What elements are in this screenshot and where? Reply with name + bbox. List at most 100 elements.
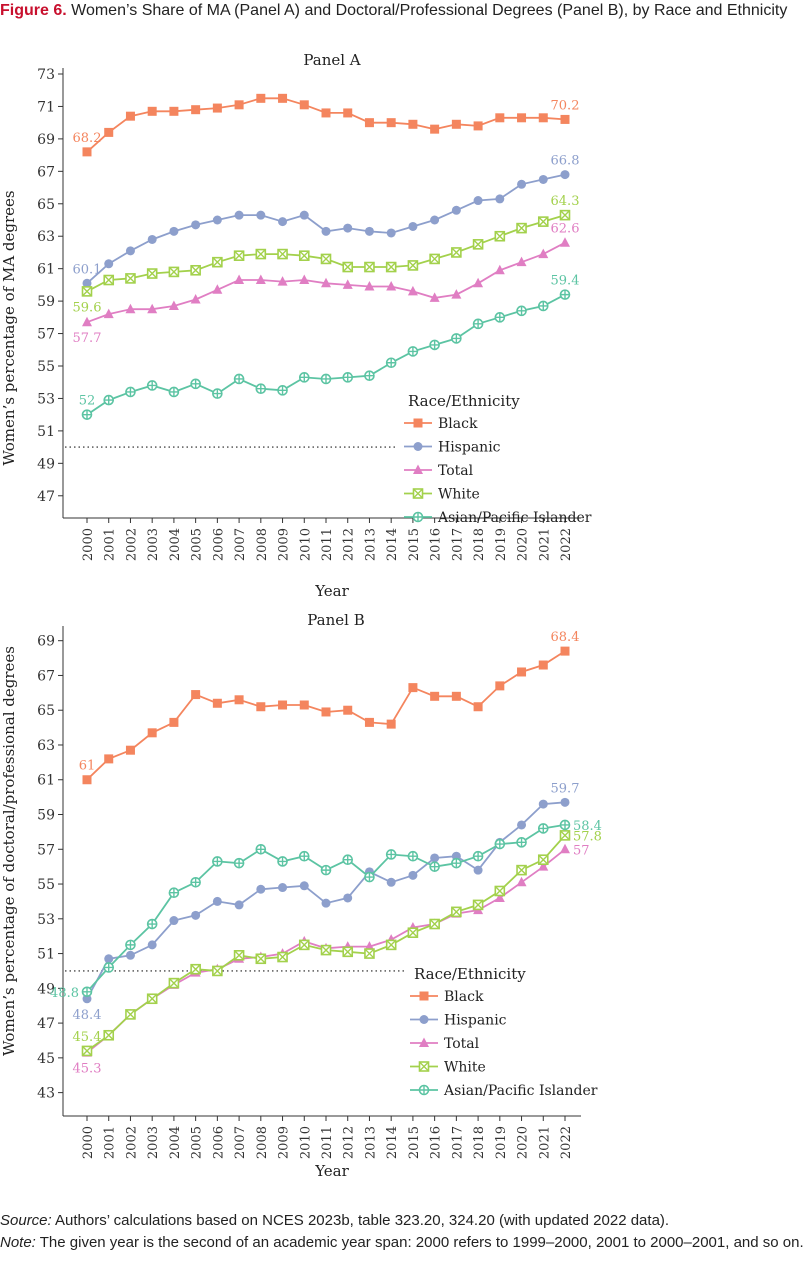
panel-a-point-asian-pacific-islander (168, 386, 180, 398)
panel-a-point-hispanic (451, 205, 461, 215)
panel-a-series-total (82, 237, 570, 327)
panel-b-point-white (494, 885, 506, 897)
panel-b-x-tick-label: 2006 (211, 1126, 226, 1159)
panel-b-point-hispanic (125, 950, 135, 960)
panel-b-point-black (321, 707, 331, 717)
panel-a-point-white (233, 250, 245, 261)
panel-a-legend: Race/Ethnicity Black Hispanic Total White Asi… (404, 392, 592, 526)
panel-a-point-hispanic (560, 170, 570, 180)
panel-b-point-black (495, 681, 505, 691)
panel-b-point-black (147, 728, 157, 738)
panel-b-point-hispanic (560, 797, 570, 807)
panel-a-x-tick-label: 2015 (407, 528, 422, 561)
panel-a-x-tick-label: 2013 (363, 528, 378, 561)
panel-a-x-tick-label: 2021 (537, 528, 552, 561)
panel-a-point-black (560, 114, 570, 124)
panel-a-point-asian-pacific-islander (364, 370, 375, 382)
panel-b-y-tick-label: 51 (37, 947, 55, 963)
panel-a-point-total (538, 248, 549, 259)
panel-a-point-black (517, 113, 527, 123)
panel-b-point-total (560, 843, 570, 854)
panel-a-x-tick-label: 2020 (516, 528, 531, 561)
panel-a-line-black (86, 97, 566, 153)
panel-b-data-label-white: 57.8 (573, 829, 602, 844)
panel-a-point-hispanic (147, 234, 157, 244)
panel-a-point-total (407, 285, 418, 296)
panel-a-y-tick-label: 65 (37, 197, 55, 213)
panel-a-point-white (385, 261, 397, 273)
panel-a-x-tick-label: 2010 (298, 528, 313, 561)
panel-a-point-black (169, 106, 179, 116)
panel-a-point-total (103, 308, 114, 319)
panel-b-point-asian-pacific-islander (81, 986, 93, 998)
panel-a-point-asian-pacific-islander (385, 357, 397, 369)
panel-a-point-asian-pacific-islander (559, 289, 571, 300)
panel-a-data-label-hispanic: 60.1 (73, 262, 102, 277)
panel-a-y-tick-label: 67 (37, 164, 55, 180)
panel-b-x-tick-label: 2011 (320, 1126, 335, 1159)
panel-b-y-tick-label: 43 (37, 1086, 55, 1102)
panel-a-data-label-black: 70.2 (551, 98, 580, 113)
panel-b-point-black (169, 717, 179, 727)
panel-b-legend-item-asian-pacific-islander: Asian/Pacific Islander (410, 1083, 598, 1099)
panel-a-point-hispanic (343, 223, 353, 233)
panel-b-y-tick-label: 63 (37, 738, 55, 754)
panel-a-point-total (212, 284, 223, 294)
source-note: Source: Authors’ calculations based on N… (0, 1210, 806, 1232)
panel-b-point-hispanic (538, 799, 548, 809)
panel-b-point-hispanic (191, 910, 201, 920)
panel-b-point-white (298, 939, 310, 951)
panel-a-legend-item-hispanic: Hispanic (404, 440, 501, 456)
panel-a-legend-label-total: Total (438, 463, 474, 479)
panel-a-point-hispanic (212, 215, 222, 225)
panel-a-y-tick-label: 73 (37, 67, 55, 83)
panel-b-x-tick-label: 2009 (277, 1126, 292, 1159)
panel-a-x-tick-label: 2004 (168, 528, 183, 561)
panel-b-point-black (256, 702, 266, 712)
panel-b-point-hispanic (212, 896, 222, 906)
panel-a-point-total (342, 279, 353, 289)
panel-a-legend-label-asian-pacific-islander: Asian/Pacific Islander (437, 510, 592, 526)
panel-b-point-asian-pacific-islander (277, 856, 288, 867)
panel-b-point-black (234, 695, 244, 705)
panel-b-point-black (538, 660, 548, 670)
panel-a-x-tick-label: 2016 (429, 528, 444, 561)
panel-a-point-total (429, 292, 440, 302)
year-note: Note: The given year is the second of an… (0, 1232, 806, 1254)
panel-b-legend-marker-asian-pacific-islander (418, 1084, 430, 1096)
panel-a-point-white (494, 230, 506, 242)
panel-b-x-tick-label: 2000 (81, 1126, 96, 1159)
panel-a-point-asian-pacific-islander (146, 380, 158, 391)
panel-b-data-label-hispanic: 59.7 (551, 781, 580, 796)
panel-b-point-white (190, 963, 201, 975)
panel-a-x-tick-label: 2022 (559, 528, 574, 561)
panel-b-point-asian-pacific-islander (451, 857, 462, 869)
panel-a-x-tick-label: 2005 (190, 528, 205, 561)
panel-b-x-axis-label: Year (314, 1162, 349, 1180)
panel-a-point-total (494, 264, 505, 275)
panel-a-point-black (408, 119, 418, 129)
panel-a-legend-marker-black (413, 418, 423, 428)
panel-b-x-tick-label: 2015 (407, 1126, 422, 1159)
panel-b-y-tick-label: 67 (37, 668, 55, 684)
panel-b-legend-marker-white (418, 1061, 430, 1072)
panel-b-point-asian-pacific-islander (255, 843, 267, 855)
panel-b-data-label-white: 45.4 (73, 1030, 102, 1045)
panel-a-point-hispanic (386, 228, 396, 238)
panel-a-point-white (472, 239, 484, 250)
panel-a-point-asian-pacific-islander (537, 300, 549, 312)
panel-b-data-label-black: 61 (79, 759, 96, 774)
panel-b-point-hispanic (343, 893, 353, 903)
panel-b-legend-label-asian-pacific-islander: Asian/Pacific Islander (443, 1083, 598, 1099)
panel-b-point-hispanic (169, 916, 179, 926)
panel-a-x-tick-label: 2007 (233, 528, 248, 561)
panel-a-point-white (190, 264, 201, 276)
panel-a-series-white (81, 209, 571, 297)
panel-b-x-tick-label: 2021 (537, 1126, 552, 1159)
panel-a-series-asian-pacific-islander (81, 289, 571, 420)
panel-a-point-black (451, 119, 461, 129)
figure-footer: Source: Authors’ calculations based on N… (0, 1210, 806, 1254)
panel-a-y-tick-label: 59 (37, 294, 55, 310)
panel-a-point-white (103, 274, 115, 286)
panel-b-point-black (473, 702, 483, 712)
